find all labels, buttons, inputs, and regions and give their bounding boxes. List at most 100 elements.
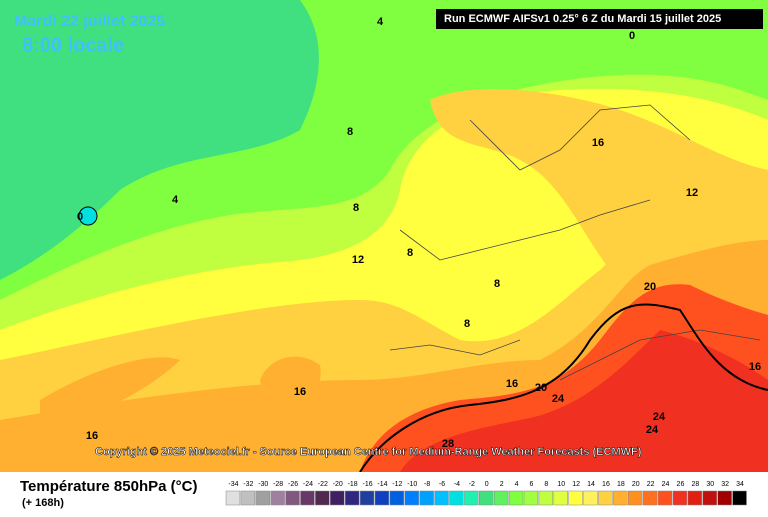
- scale-label: 32: [721, 481, 729, 488]
- scale-label: 30: [706, 481, 714, 488]
- scale-box: [583, 490, 598, 506]
- contour-label: 8: [494, 278, 500, 290]
- scale-label: 0: [485, 481, 489, 488]
- scale-box: [270, 490, 285, 506]
- color-scale: -34 -32 -30 -28 -26 -24 -22 -20 -18 -16 -14 -12 -10-…: [225, 481, 747, 506]
- field-hot-patches: [40, 356, 321, 430]
- scale-box: [642, 490, 658, 506]
- contour-label: 0: [629, 30, 635, 42]
- copyright: Copyright © 2025 Meteociel.fr - Source E…: [95, 446, 642, 458]
- scale-label: -12: [392, 481, 402, 488]
- scale-label: -18: [348, 481, 358, 488]
- scale-box: [687, 490, 703, 506]
- scale-box: [404, 490, 419, 506]
- contour-label: 24: [552, 393, 565, 405]
- scale-box: [628, 490, 643, 506]
- scale-label: -22: [318, 481, 328, 488]
- date: Mardi 22 juillet 2025: [14, 13, 165, 30]
- scale-box: [330, 490, 345, 506]
- legend-subtitle: (+ 168h): [22, 497, 64, 509]
- scale-label: -30: [258, 481, 268, 488]
- contour-label: 4: [172, 194, 179, 206]
- scale-box: [613, 490, 628, 506]
- scale-box: [672, 490, 688, 506]
- scale-label: -4: [454, 481, 460, 488]
- field-extreme: [400, 330, 768, 472]
- run-box: [436, 9, 763, 29]
- scale-label: -24: [303, 481, 313, 488]
- scale-label: -2: [469, 481, 475, 488]
- scale-box: [732, 490, 747, 506]
- scale-label: -26: [288, 481, 298, 488]
- contour-label: 28: [442, 438, 454, 450]
- scale-label: 20: [632, 481, 640, 488]
- scale-label: -16: [362, 481, 372, 488]
- scale-label: -6: [439, 481, 445, 488]
- scale-box: [717, 490, 732, 506]
- time: 8:00 locale: [22, 34, 124, 56]
- scale-label: 14: [587, 481, 595, 488]
- scale-label: -32: [243, 481, 253, 488]
- coastlines: [389, 104, 761, 381]
- scale-label: 4: [515, 481, 519, 488]
- scale-label: -28: [273, 481, 283, 488]
- scale-box: [315, 490, 330, 506]
- scale-label: -34: [228, 481, 238, 488]
- scale-label: 22: [647, 481, 655, 488]
- scale-box: [300, 490, 315, 506]
- scale-label: 8: [544, 481, 548, 488]
- scale-label: -10: [407, 481, 417, 488]
- contour-label: 0: [77, 211, 83, 223]
- scale-box: [240, 490, 256, 506]
- contour-label: 16: [749, 361, 761, 373]
- contour-label: 24: [646, 424, 659, 436]
- scale-box: [359, 490, 375, 506]
- legend-title: Température 850hPa (°C): [20, 478, 197, 495]
- scale-label: 2: [500, 481, 504, 488]
- scale-label: 16: [602, 481, 610, 488]
- scale-label: 34: [736, 481, 744, 488]
- scale-box: [285, 490, 300, 506]
- scale-box: [225, 490, 241, 506]
- contour-label: 8: [347, 126, 353, 138]
- scale-box: [255, 490, 270, 506]
- scale-box: [419, 490, 434, 506]
- contour-label: 12: [686, 187, 698, 199]
- scale-label: -14: [377, 481, 387, 488]
- scale-box: [479, 490, 494, 506]
- contour-label: 16: [294, 386, 306, 398]
- scale-label: 18: [617, 481, 625, 488]
- scale-label: 26: [677, 481, 685, 488]
- scale-label: 6: [529, 481, 533, 488]
- scale-box: [702, 490, 717, 506]
- isotherm-20: [359, 303, 768, 473]
- scale-box: [568, 490, 583, 506]
- map-field: [0, 0, 768, 473]
- scale-box: [344, 490, 360, 506]
- contour-label: 8: [353, 202, 359, 214]
- scale-box: [374, 490, 390, 506]
- scale-box: [449, 490, 464, 506]
- contour-label: 20: [535, 382, 547, 394]
- scale-box: [523, 490, 539, 506]
- cold-core: [78, 206, 98, 226]
- scale-box: [493, 490, 509, 506]
- contour-label: 16: [86, 430, 98, 442]
- scale-label: -8: [424, 481, 430, 488]
- field-cold: [0, 0, 319, 280]
- scale-box: [553, 490, 568, 506]
- contour-label: 16: [506, 378, 518, 390]
- scale-box: [657, 490, 673, 506]
- contour-label: 20: [644, 281, 656, 293]
- scale-box: [508, 490, 524, 506]
- scale-label: 28: [691, 481, 699, 488]
- scale-box: [538, 490, 554, 506]
- scale-box: [434, 490, 449, 506]
- contour-label: 12: [352, 254, 364, 266]
- contour-label: 8: [407, 247, 413, 259]
- field-warmer-north: [430, 89, 768, 270]
- scale-label: -20: [333, 481, 343, 488]
